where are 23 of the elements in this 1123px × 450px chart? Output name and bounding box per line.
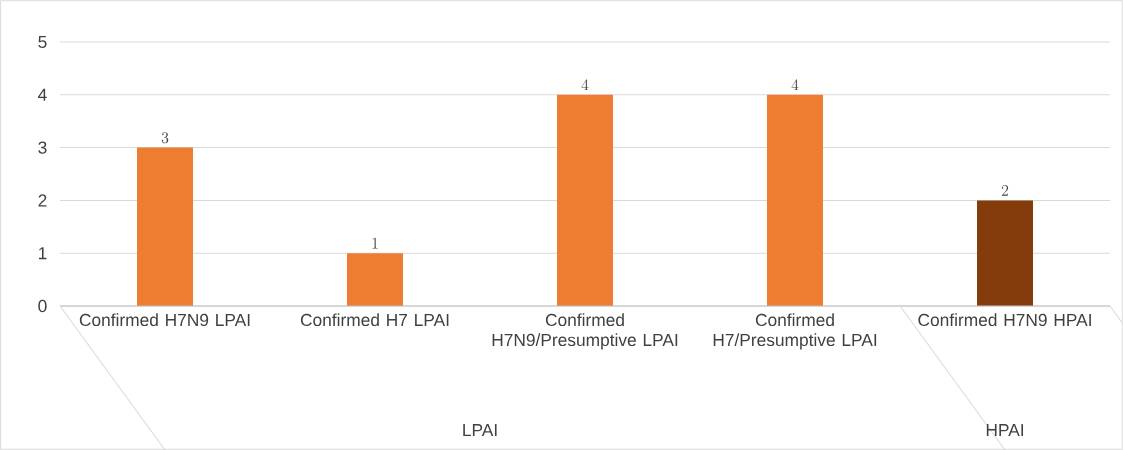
y-tick-label: 4	[38, 88, 47, 101]
y-tick-label: 3	[38, 141, 47, 154]
bar	[977, 200, 1034, 306]
x-tick-label: Confirmed H7N9/Presumptive LPAI	[492, 313, 678, 350]
bar	[557, 94, 614, 306]
x-tick-label: Confirmed H7N9 LPAI	[79, 313, 250, 327]
bar	[137, 147, 194, 306]
data-label: 1	[372, 237, 378, 249]
data-label: 3	[161, 132, 169, 144]
x-tick-label: Confirmed H7/Presumptive LPAI	[713, 313, 877, 350]
y-tick-label: 5	[38, 35, 47, 49]
data-label: 4	[581, 79, 589, 91]
data-label: 2	[1001, 185, 1009, 196]
bar	[767, 94, 824, 306]
y-tick-label: 0	[38, 299, 47, 313]
bar	[347, 253, 404, 306]
text: LPAI	[463, 424, 497, 436]
data-label: 4	[791, 79, 799, 91]
x-tick-label: Confirmed H7 LPAI	[300, 313, 449, 327]
y-tick-label: 2	[38, 194, 47, 207]
text: HPAI	[986, 424, 1023, 436]
x-tick-label: Confirmed H7N9 HPAI	[918, 313, 1091, 327]
y-tick-label: 1	[38, 247, 47, 260]
